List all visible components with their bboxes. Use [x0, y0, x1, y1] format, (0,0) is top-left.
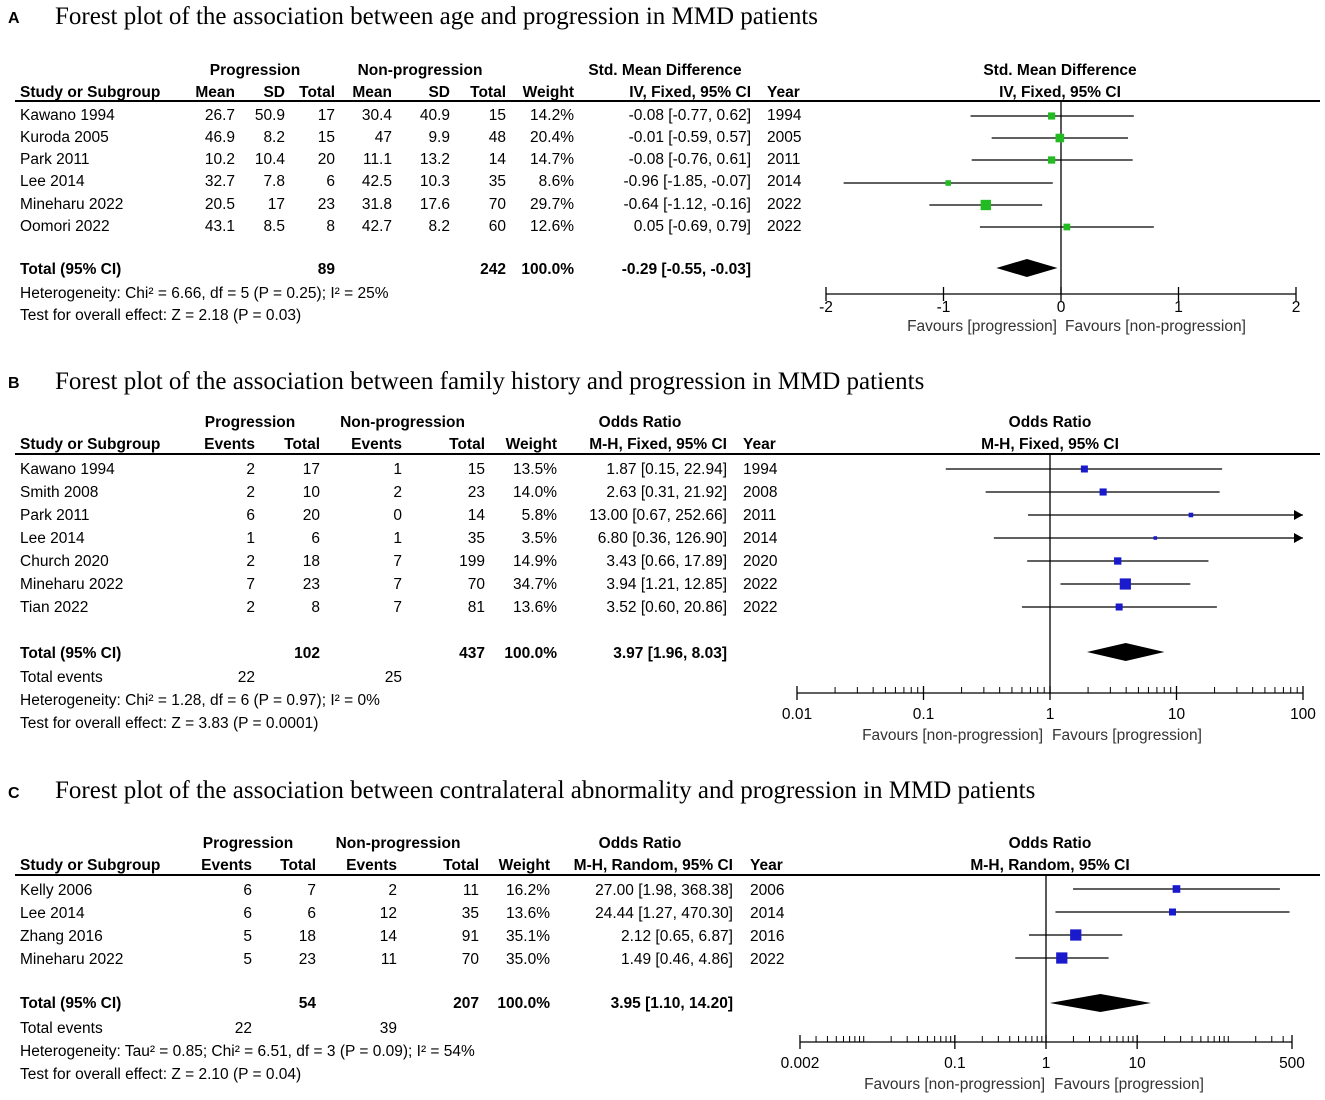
- favours-left-label: Favours [non-progression]: [864, 1076, 1045, 1093]
- tick-label: 500: [1279, 1055, 1305, 1072]
- point-estimate: [1169, 908, 1176, 915]
- forest-plot-c: 0.002 0.1 1 10 500 Favours [non-progression] F…: [0, 0, 1325, 1100]
- pooled-diamond: [1050, 994, 1151, 1012]
- tick-label: 1: [1042, 1055, 1051, 1072]
- point-estimate: [1070, 929, 1081, 940]
- favours-right-label: Favours [progression]: [1054, 1076, 1204, 1093]
- tick-label: 0.002: [781, 1055, 820, 1072]
- tick-label: 10: [1129, 1055, 1147, 1072]
- point-estimate: [1173, 885, 1181, 893]
- point-estimate: [1056, 952, 1067, 963]
- tick-label: 0.1: [944, 1055, 966, 1072]
